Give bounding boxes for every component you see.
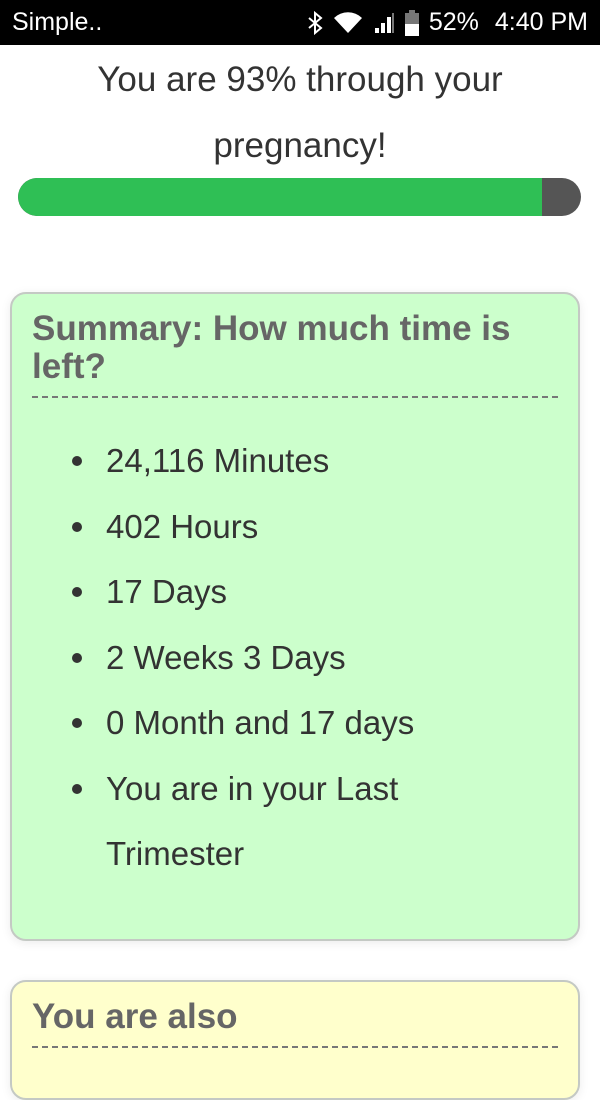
list-item: 2 Weeks 3 Days xyxy=(32,625,558,691)
summary-heading: Summary: How much time is left? xyxy=(32,310,558,398)
pregnancy-progress-bar xyxy=(18,178,581,216)
list-item: You are in your Last Trimester xyxy=(32,756,558,887)
progress-fill xyxy=(18,178,542,216)
battery-percent: 52% xyxy=(428,8,479,36)
also-card: You are also xyxy=(10,980,580,1100)
summary-card: Summary: How much time is left? 24,116 M… xyxy=(10,292,580,941)
list-item: 0 Month and 17 days xyxy=(32,690,558,756)
bluetooth-icon xyxy=(307,10,323,35)
list-item: 24,116 Minutes xyxy=(32,428,558,494)
app-name: Simple.. xyxy=(12,8,103,36)
status-bar: Simple.. 52% 4:40 PM xyxy=(0,0,600,45)
progress-text: You are 93% through your pregnancy! xyxy=(97,60,503,165)
battery-icon xyxy=(404,9,419,36)
list-item: 17 Days xyxy=(32,559,558,625)
list-item: 402 Hours xyxy=(32,494,558,560)
also-heading: You are also xyxy=(32,998,558,1048)
clock: 4:40 PM xyxy=(494,8,588,36)
signal-icon xyxy=(373,11,395,35)
wifi-icon xyxy=(333,11,363,35)
time-left-list: 24,116 Minutes 402 Hours 17 Days 2 Weeks… xyxy=(32,428,558,887)
